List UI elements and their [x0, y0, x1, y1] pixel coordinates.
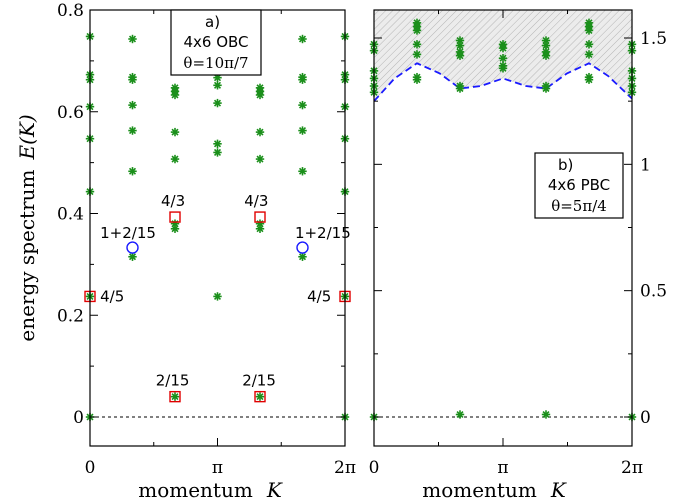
annotation-label: 4/3 — [244, 192, 268, 210]
data-point-star — [128, 72, 137, 82]
x-axis-title-var: K — [550, 478, 567, 502]
data-point-star — [298, 126, 307, 135]
x-axis-title: momentum K — [422, 478, 567, 502]
data-point-star — [412, 40, 422, 49]
data-point-star — [584, 50, 594, 59]
annotation-label: 2/15 — [156, 371, 190, 389]
data-point-star — [128, 167, 137, 176]
annotation-label: 1+2/15 — [100, 224, 156, 242]
info-box-a: a) 4x6 OBC θ=10π/7 — [170, 9, 262, 76]
y-tick-label: 0 — [640, 408, 651, 428]
data-point-star — [498, 54, 508, 63]
data-point-star — [412, 18, 422, 28]
x-tick-label: 2π — [621, 458, 643, 478]
data-point-star — [298, 100, 307, 110]
data-point-star — [170, 392, 180, 401]
y-tick-label: 0 — [73, 408, 84, 428]
data-point-square — [169, 390, 181, 403]
data-point-star — [170, 83, 180, 93]
data-point-star — [412, 50, 422, 59]
y-axis-title-var: E(K) — [15, 114, 39, 160]
y-tick-label: 0.6 — [57, 103, 84, 123]
x-axis-title-text: momentum — [138, 478, 253, 502]
panel-b: 0 0.5 1 1.5 0 π 2π momentum Kb) 4x6 PBC θ=5π/4 — [369, 9, 667, 502]
data-point-star — [298, 72, 307, 82]
data-point-star — [170, 154, 180, 164]
data-point-star — [541, 81, 551, 91]
data-point-star — [498, 61, 508, 70]
y-axis-title: energy spectrum E(K) — [15, 114, 39, 341]
box-line-3: θ=5π/4 — [551, 197, 607, 215]
data-point-star — [128, 100, 137, 110]
data-point-square — [169, 211, 181, 223]
data-point-star — [412, 72, 422, 82]
data-point-star — [213, 73, 222, 82]
y-axis-title-text: energy spectrum — [15, 169, 39, 341]
data-point-star — [255, 127, 265, 137]
data-point-star — [541, 36, 551, 45]
data-point-star — [541, 410, 551, 419]
data-point-star — [584, 40, 594, 49]
data-point-star — [298, 167, 307, 176]
annotation-label: 4/3 — [161, 192, 185, 210]
data-point-star — [170, 219, 180, 228]
x-axis-title-text: momentum — [422, 478, 537, 502]
data-point-star — [584, 18, 594, 28]
data-point-star — [213, 98, 222, 108]
data-point-star — [584, 72, 594, 82]
data-point-star — [128, 252, 137, 261]
data-point-star — [213, 292, 222, 301]
annotation-label: 4/5 — [307, 287, 331, 305]
info-box-b: b) 4x6 PBC θ=5π/4 — [534, 152, 624, 219]
data-point-circle — [296, 241, 309, 254]
x-axis-title: momentum K — [138, 478, 283, 502]
box-line-2: 4x6 PBC — [548, 176, 610, 194]
panel-a: 4/5 4/5 4/3 4/3 1+2/15 1+2/15 2/15 2/15 0 0.2 0.4 0… — [15, 1, 356, 502]
data-point-circle — [126, 241, 139, 254]
data-point-star — [128, 126, 137, 135]
data-point-star — [213, 148, 222, 157]
data-point-star — [128, 34, 137, 44]
data-point-star — [541, 47, 551, 57]
data-point-star — [298, 34, 307, 44]
x-tick-label: π — [497, 458, 508, 478]
box-line-3: θ=10π/7 — [183, 54, 248, 72]
x-tick-label: 0 — [85, 458, 96, 478]
data-point-star — [213, 81, 222, 90]
data-point-star — [255, 83, 265, 93]
annotation-label: 4/5 — [100, 287, 124, 305]
info-box-frame — [170, 9, 262, 76]
data-point-star — [255, 219, 265, 228]
data-point-star — [498, 40, 508, 49]
data-point-star — [170, 127, 180, 137]
y-tick-label: 1.5 — [640, 29, 667, 49]
y-tick-label: 0.5 — [640, 282, 667, 302]
info-box-frame — [534, 152, 624, 219]
data-point-square — [254, 211, 266, 223]
x-tick-label: π — [212, 458, 223, 478]
annotation-label: 2/15 — [242, 371, 276, 389]
x-tick-label: 2π — [334, 458, 356, 478]
data-point-star — [455, 81, 465, 91]
x-axis-title-var: K — [266, 478, 283, 502]
box-line-1: a) — [205, 13, 220, 31]
y-tick-label: 0.8 — [57, 1, 84, 21]
y-tick-label: 0.4 — [57, 205, 84, 225]
box-line-2: 4x6 OBC — [183, 33, 248, 51]
data-point-star — [255, 392, 265, 401]
box-line-1: b) — [558, 156, 573, 174]
data-point-star — [298, 252, 307, 261]
continuum-boundary-line — [374, 62, 632, 102]
x-tick-label: 0 — [369, 458, 380, 478]
data-point-star — [213, 139, 222, 149]
data-point-star — [455, 410, 465, 419]
y-tick-label: 1 — [640, 155, 651, 175]
data-point-star — [455, 36, 465, 45]
data-point-star — [255, 154, 265, 164]
data-point-square — [254, 390, 266, 403]
y-tick-label: 0.2 — [57, 306, 84, 326]
annotation-label: 1+2/15 — [295, 224, 351, 242]
